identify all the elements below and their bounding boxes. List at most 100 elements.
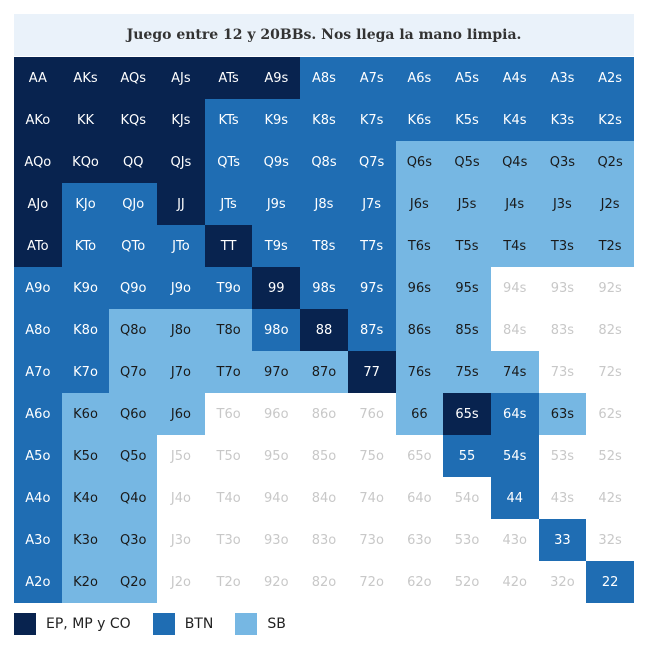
hand-cell: 64s [490, 393, 539, 435]
hand-cell: K6s [395, 99, 444, 141]
hand-cell: Q5s [443, 141, 491, 183]
hand-cell: 74s [490, 351, 539, 393]
hand-cell: J6s [395, 183, 444, 225]
hand-cell: 64o [395, 477, 444, 519]
hand-cell: 62s [586, 393, 634, 435]
hand-cell: KK [61, 99, 110, 141]
hand-cell: J2o [157, 561, 205, 603]
hand-cell: 83o [300, 519, 348, 561]
hand-cell: Q3o [109, 519, 158, 561]
hand-cell: 33 [538, 519, 587, 561]
hand-cell: T2s [586, 225, 634, 267]
hand-cell: 86o [300, 393, 348, 435]
hand-cell: Q8o [109, 309, 158, 351]
hand-cell: 43s [538, 477, 587, 519]
hand-cell: 92s [586, 267, 634, 309]
hand-cell: J8s [300, 183, 348, 225]
hand-cell: T8s [300, 225, 348, 267]
hand-cell: AJs [157, 57, 205, 99]
hand-cell: J9s [252, 183, 301, 225]
hand-cell: 82o [300, 561, 348, 603]
hand-cell: T7o [204, 351, 253, 393]
hand-cell: A6o [14, 393, 62, 435]
hand-cell: 96s [395, 267, 444, 309]
hand-cell: 96o [252, 393, 301, 435]
legend-swatch [152, 613, 175, 635]
hand-cell: KTo [61, 225, 110, 267]
hand-cell: TT [204, 225, 253, 267]
legend-item: BTN [152, 613, 213, 635]
hand-cell: K6o [61, 393, 110, 435]
hand-cell: A3s [538, 57, 587, 99]
hand-cell: A6s [395, 57, 444, 99]
hand-cell: J5s [443, 183, 491, 225]
hand-cell: 95s [443, 267, 491, 309]
hand-cell: K2s [586, 99, 634, 141]
hand-cell: J8o [157, 309, 205, 351]
hand-cell: 42s [586, 477, 634, 519]
hand-cell: A8o [14, 309, 62, 351]
hand-cell: K2o [61, 561, 110, 603]
hand-cell: J4o [157, 477, 205, 519]
hand-cell: Q9o [109, 267, 158, 309]
hand-cell: 88 [300, 309, 348, 351]
hand-cell: Q2s [586, 141, 634, 183]
hand-cell: A7o [14, 351, 62, 393]
hand-cell: T9o [204, 267, 253, 309]
hand-cell: Q7o [109, 351, 158, 393]
hand-cell: 72s [586, 351, 634, 393]
hand-cell: QJo [109, 183, 158, 225]
hand-cell: K5o [61, 435, 110, 477]
hand-cell: 95o [252, 435, 301, 477]
hand-cell: 87o [300, 351, 348, 393]
hand-cell: T4s [490, 225, 539, 267]
hand-cell: T6o [204, 393, 253, 435]
hand-cell: T7s [347, 225, 396, 267]
hand-cell: 66 [395, 393, 444, 435]
hand-cell: 97s [347, 267, 396, 309]
hand-cell: 63o [395, 519, 444, 561]
hand-cell: Q7s [347, 141, 396, 183]
legend-item: SB [235, 613, 286, 635]
hand-cell: Q6o [109, 393, 158, 435]
hand-cell: Q3s [538, 141, 587, 183]
hand-cell: 99 [252, 267, 301, 309]
hand-cell: J9o [157, 267, 205, 309]
hand-grid: AA AKs AQs AJs ATs A9s A8s A7s A6s A5s A4s A3s A2s AK… [14, 57, 634, 603]
hand-cell: A4s [490, 57, 539, 99]
hand-cell: 85o [300, 435, 348, 477]
hand-cell: 98s [300, 267, 348, 309]
hand-cell: 82s [586, 309, 634, 351]
hand-cell: T9s [252, 225, 301, 267]
hand-cell: T4o [204, 477, 253, 519]
hand-cell: A8s [300, 57, 348, 99]
hand-cell: Q4s [490, 141, 539, 183]
hand-cell: 62o [395, 561, 444, 603]
hand-cell: A4o [14, 477, 62, 519]
legend-label: SB [267, 616, 286, 632]
hand-cell: 74o [347, 477, 396, 519]
hand-cell: 93o [252, 519, 301, 561]
hand-cell: 94s [490, 267, 539, 309]
hand-cell: J6o [157, 393, 205, 435]
legend-item: EP, MP y CO [14, 613, 131, 635]
hand-cell: K7o [61, 351, 110, 393]
hand-cell: 94o [252, 477, 301, 519]
hand-cell: AJo [14, 183, 62, 225]
hand-cell: 44 [490, 477, 539, 519]
hand-cell: 98o [252, 309, 301, 351]
hand-cell: T8o [204, 309, 253, 351]
hand-cell: T5o [204, 435, 253, 477]
hand-cell: Q6s [395, 141, 444, 183]
hand-cell: J5o [157, 435, 205, 477]
hand-cell: KJs [157, 99, 205, 141]
hand-cell: J3o [157, 519, 205, 561]
hand-cell: KQo [61, 141, 110, 183]
hand-cell: 53o [443, 519, 491, 561]
hand-cell: ATs [204, 57, 253, 99]
hand-cell: J7s [347, 183, 396, 225]
hand-cell: AA [14, 57, 62, 99]
hand-cell: KTs [204, 99, 253, 141]
hand-cell: Q8s [300, 141, 348, 183]
hand-cell: 52s [586, 435, 634, 477]
